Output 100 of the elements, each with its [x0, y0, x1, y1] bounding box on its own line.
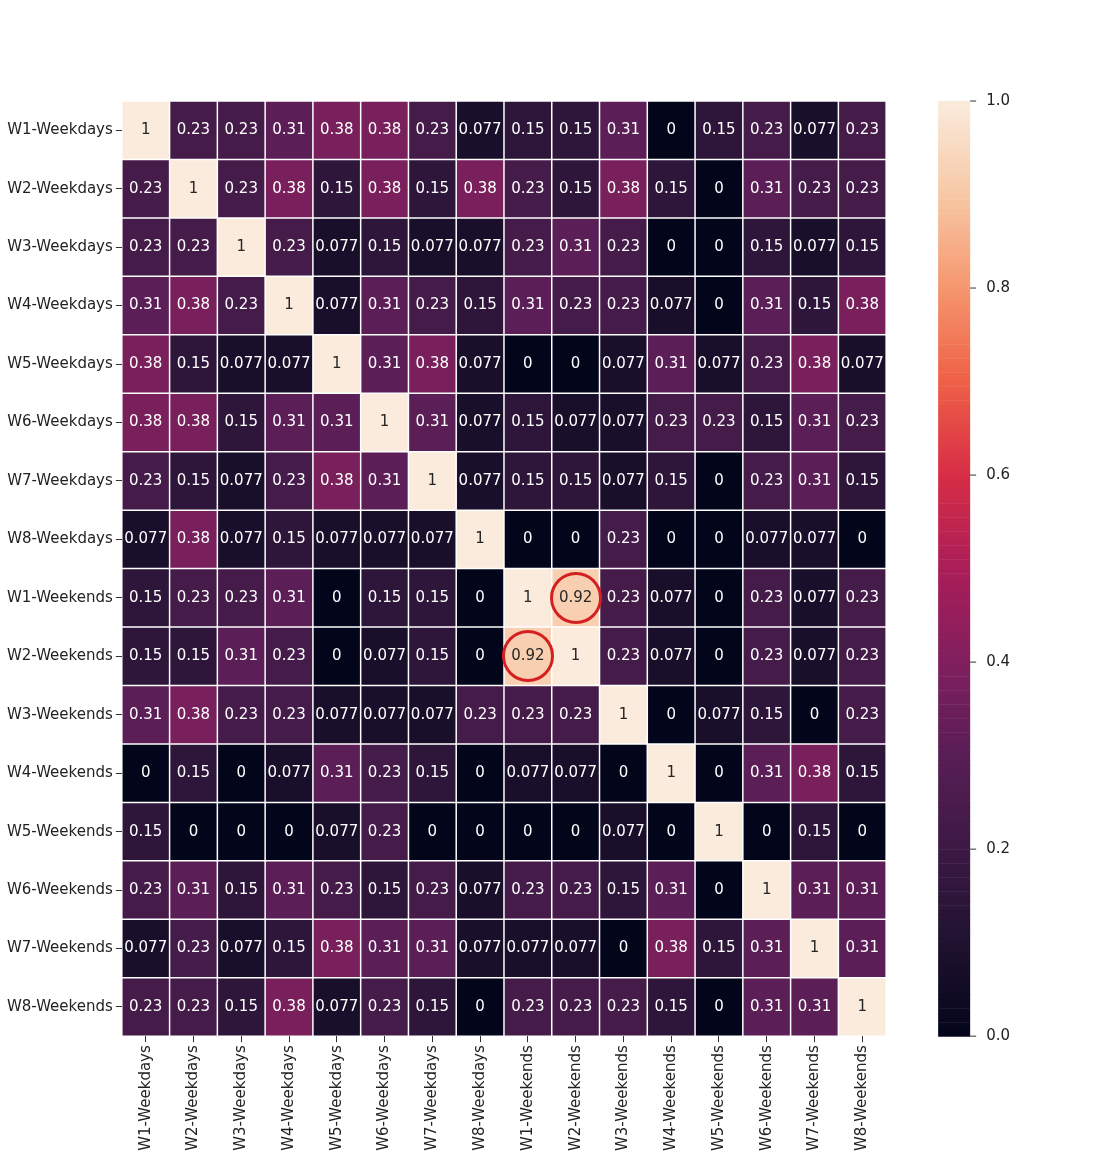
data-label: 0.15	[415, 996, 450, 1015]
data-label: 0.31	[511, 295, 545, 314]
data-label: 0.077	[793, 587, 836, 606]
data-label: 0.077	[458, 470, 502, 489]
data-label: 0.15	[272, 938, 306, 957]
data-label: 0.077	[649, 295, 693, 314]
data-label: 0	[714, 237, 724, 256]
data-label: 0.23	[224, 120, 258, 139]
y-tick-label: W7-Weekdays	[7, 470, 113, 489]
y-tick-label: W6-Weekends	[6, 879, 113, 898]
data-label: 0	[332, 587, 342, 606]
y-tick-label: W8-Weekends	[6, 996, 113, 1015]
data-label: 0.31	[272, 587, 306, 606]
data-label: 0.077	[649, 587, 693, 606]
data-label: 0.31	[797, 879, 832, 898]
data-label: 0	[570, 821, 581, 840]
data-label: 0.077	[267, 353, 311, 372]
data-label: 0.15	[654, 470, 688, 489]
data-label: 0.31	[272, 120, 306, 139]
data-label: 0	[475, 646, 485, 665]
data-label: 0.15	[654, 996, 688, 1015]
data-label: 0.077	[793, 120, 836, 139]
data-label: 0.23	[845, 704, 879, 723]
data-label: 0.38	[654, 938, 688, 957]
data-label: 0.23	[272, 704, 306, 723]
data-label: 0.31	[367, 938, 402, 957]
data-label: 0.077	[458, 938, 502, 957]
data-label: 0.15	[176, 353, 211, 372]
data-label: 0.23	[176, 120, 211, 139]
data-label: 0.23	[606, 646, 641, 665]
x-tick-label: W3-Weekdays	[231, 1045, 250, 1151]
data-label: 0.15	[702, 120, 736, 139]
data-label: 0.23	[367, 763, 402, 782]
data-label: 0.15	[750, 237, 784, 256]
data-label: 1	[523, 587, 533, 606]
data-label: 0.15	[558, 120, 593, 139]
data-label: 0.31	[129, 704, 163, 723]
data-label: 1	[570, 646, 581, 665]
data-label: 0.23	[176, 237, 211, 256]
data-label: 0.31	[750, 996, 784, 1015]
color-bar-label: 0.0	[986, 1026, 1010, 1045]
x-tick-label: W1-Weekends	[517, 1045, 536, 1152]
data-label: 0.23	[511, 237, 545, 256]
color-bar-label: 1.0	[986, 90, 1010, 109]
data-label: 0.23	[558, 996, 593, 1015]
data-label: 0.23	[415, 120, 450, 139]
data-label: 0.077	[697, 353, 741, 372]
y-tick-label: W7-Weekends	[6, 938, 113, 957]
data-label: 0.31	[367, 295, 402, 314]
data-label: 0.077	[458, 237, 502, 256]
data-label: 0.15	[558, 178, 593, 197]
y-tick-label: W1-Weekdays	[7, 120, 113, 139]
data-label: 0.31	[606, 120, 641, 139]
data-label: 0.38	[176, 295, 211, 314]
data-label: 0.38	[272, 178, 306, 197]
data-label: 0	[714, 295, 724, 314]
data-label: 0.31	[797, 470, 832, 489]
data-label: 0.31	[224, 646, 258, 665]
data-label: 0.15	[415, 178, 450, 197]
data-label: 0.31	[272, 879, 306, 898]
data-label: 0.23	[558, 704, 593, 723]
data-label: 0.31	[129, 295, 163, 314]
data-label: 0	[714, 763, 724, 782]
data-label: 0.15	[176, 646, 211, 665]
data-label: 0.077	[793, 646, 836, 665]
data-label: 0.23	[176, 587, 211, 606]
data-label: 0.077	[697, 704, 741, 723]
data-label: 0	[570, 353, 581, 372]
data-label: 0.31	[797, 412, 832, 431]
data-label: 0	[475, 763, 485, 782]
data-label: 0.23	[606, 237, 641, 256]
data-label: 0	[857, 529, 868, 548]
data-label: 0	[666, 529, 676, 548]
x-tick-label: W6-Weekends	[756, 1045, 775, 1152]
data-label: 0.077	[793, 237, 836, 256]
data-label: 0.23	[415, 879, 450, 898]
data-label: 0	[666, 704, 676, 723]
data-label: 0.31	[415, 938, 450, 957]
data-label: 0	[236, 763, 247, 782]
data-label: 0.92	[511, 646, 545, 665]
data-label: 0.077	[793, 529, 836, 548]
data-label: 0.077	[410, 529, 454, 548]
data-label: 0.38	[367, 120, 402, 139]
data-label: 0	[714, 646, 724, 665]
data-label: 0.23	[702, 412, 736, 431]
data-label: 0.077	[458, 412, 502, 431]
data-label: 0.15	[415, 587, 450, 606]
data-label: 0.23	[224, 295, 258, 314]
data-label: 0	[666, 821, 676, 840]
data-label: 0.31	[654, 879, 688, 898]
data-label: 0	[332, 646, 342, 665]
data-label: 0	[809, 704, 820, 723]
data-label: 0.15	[367, 879, 402, 898]
data-label: 0.31	[320, 412, 354, 431]
data-label: 0.15	[845, 470, 879, 489]
data-label: 0.23	[129, 996, 163, 1015]
data-label: 0.15	[367, 237, 402, 256]
data-label: 0.23	[558, 879, 593, 898]
data-label: 0.31	[797, 996, 832, 1015]
data-label: 0.31	[750, 178, 784, 197]
